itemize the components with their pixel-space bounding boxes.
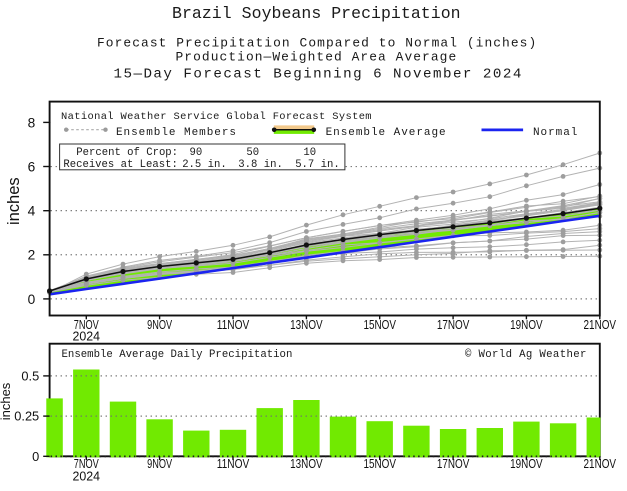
- svg-text:inches: inches: [0, 382, 13, 420]
- svg-text:13NOV: 13NOV: [290, 317, 323, 332]
- svg-text:15NOV: 15NOV: [363, 456, 396, 471]
- svg-text:2: 2: [28, 248, 36, 263]
- svg-text:0: 0: [32, 449, 39, 464]
- svg-text:0.5: 0.5: [21, 369, 39, 384]
- svg-text:11NOV: 11NOV: [217, 456, 250, 471]
- svg-text:0: 0: [28, 292, 36, 307]
- svg-text:4: 4: [28, 204, 36, 219]
- svg-text:5.7 in.: 5.7 in.: [295, 159, 340, 171]
- svg-text:6: 6: [28, 159, 36, 174]
- svg-text:8: 8: [28, 115, 36, 130]
- svg-text:Production—Weighted Area Avera: Production—Weighted Area Average: [176, 50, 458, 65]
- svg-text:Ensemble Members: Ensemble Members: [116, 127, 237, 139]
- svg-text:7NOV: 7NOV: [74, 456, 99, 471]
- svg-text:National Weather Service Globa: National Weather Service Global Forecast…: [61, 111, 372, 123]
- svg-text:© World Ag Weather: © World Ag Weather: [465, 349, 587, 361]
- svg-text:21NOV: 21NOV: [584, 317, 617, 332]
- svg-text:Brazil Soybeans Precipitation: Brazil Soybeans Precipitation: [172, 4, 461, 23]
- svg-text:Forecast Precipitation Compare: Forecast Precipitation Compared to Norma…: [97, 35, 537, 50]
- svg-text:3.8 in.: 3.8 in.: [238, 159, 283, 171]
- svg-text:Normal: Normal: [533, 127, 578, 139]
- svg-text:50: 50: [246, 147, 259, 159]
- svg-text:9NOV: 9NOV: [147, 317, 172, 332]
- svg-text:2.5 in.: 2.5 in.: [182, 159, 227, 171]
- svg-text:13NOV: 13NOV: [290, 456, 323, 471]
- svg-text:2024: 2024: [73, 328, 101, 343]
- svg-text:15—Day Forecast Beginning 6 No: 15—Day Forecast Beginning 6 November 202…: [114, 67, 523, 83]
- svg-text:inches: inches: [5, 177, 23, 225]
- svg-text:7NOV: 7NOV: [74, 317, 99, 332]
- svg-text:9NOV: 9NOV: [147, 456, 172, 471]
- svg-text:19NOV: 19NOV: [510, 456, 543, 471]
- svg-text:15NOV: 15NOV: [363, 317, 396, 332]
- svg-text:17NOV: 17NOV: [437, 317, 470, 332]
- svg-text:21NOV: 21NOV: [584, 456, 617, 471]
- svg-text:2024: 2024: [73, 469, 101, 484]
- svg-text:11NOV: 11NOV: [217, 317, 250, 332]
- svg-text:Percent of Crop:: Percent of Crop:: [76, 147, 178, 159]
- svg-text:10: 10: [303, 147, 316, 159]
- svg-text:19NOV: 19NOV: [510, 317, 543, 332]
- svg-text:17NOV: 17NOV: [437, 456, 470, 471]
- svg-text:Receives at Least:: Receives at Least:: [63, 159, 177, 171]
- svg-text:Ensemble Average: Ensemble Average: [326, 127, 447, 139]
- svg-text:0.25: 0.25: [14, 409, 39, 424]
- svg-text:90: 90: [190, 147, 203, 159]
- svg-text:Ensemble Average Daily Precipi: Ensemble Average Daily Precipitation: [62, 349, 293, 361]
